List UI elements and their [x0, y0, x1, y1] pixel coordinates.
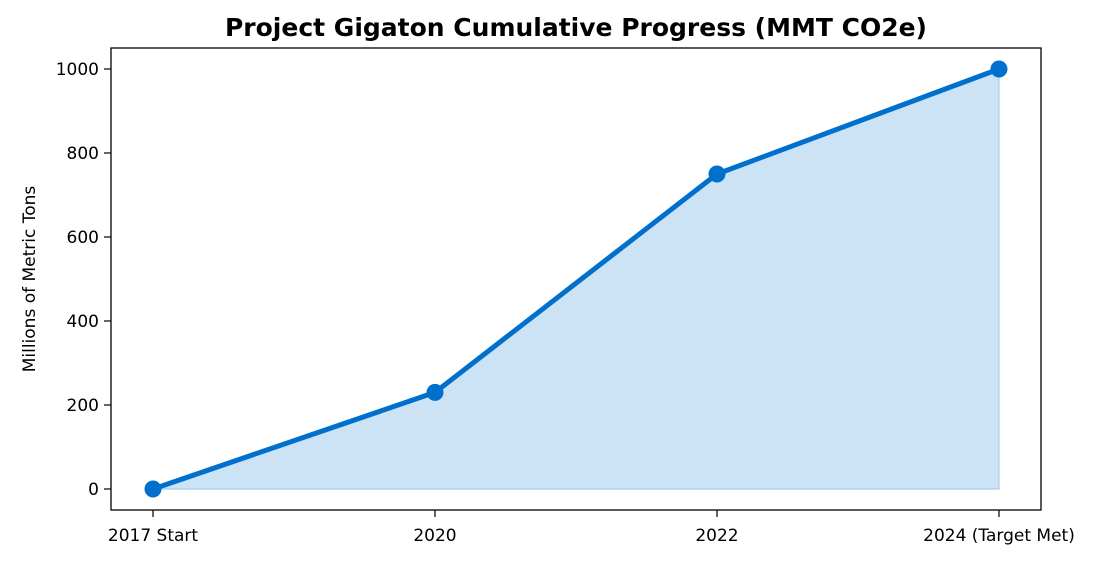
- x-tick-label: 2020: [413, 526, 456, 546]
- y-tick-label: 1000: [56, 60, 99, 80]
- series-line-layer: [150, 66, 1002, 492]
- plot-frame: [110, 47, 1042, 511]
- chart-title: Project Gigaton Cumulative Progress (MMT…: [225, 13, 927, 42]
- y-axis-label: Millions of Metric Tons: [20, 186, 40, 373]
- data-point: [426, 383, 444, 401]
- x-tick-label: 2024 (Target Met): [923, 526, 1075, 546]
- y-axis: 0 200 400 600 800 1000: [56, 60, 111, 500]
- y-tick-label: 400: [67, 312, 99, 332]
- y-tick-label: 0: [88, 480, 99, 500]
- x-tick-label: 2017 Start: [108, 526, 199, 546]
- area-fill-layer: [152, 68, 1000, 490]
- data-point: [144, 480, 162, 498]
- y-tick-label: 800: [67, 144, 99, 164]
- series-line: [150, 66, 1002, 492]
- x-axis: 2017 Start 2020 2022 2024 (Target Met): [108, 510, 1075, 546]
- y-tick-label: 200: [67, 396, 99, 416]
- x-tick-label: 2022: [695, 526, 738, 546]
- area-fill: [152, 68, 1000, 490]
- y-tick-label: 600: [67, 228, 99, 248]
- data-point: [708, 165, 726, 183]
- data-point: [990, 60, 1008, 78]
- data-point-layer: [144, 60, 1008, 498]
